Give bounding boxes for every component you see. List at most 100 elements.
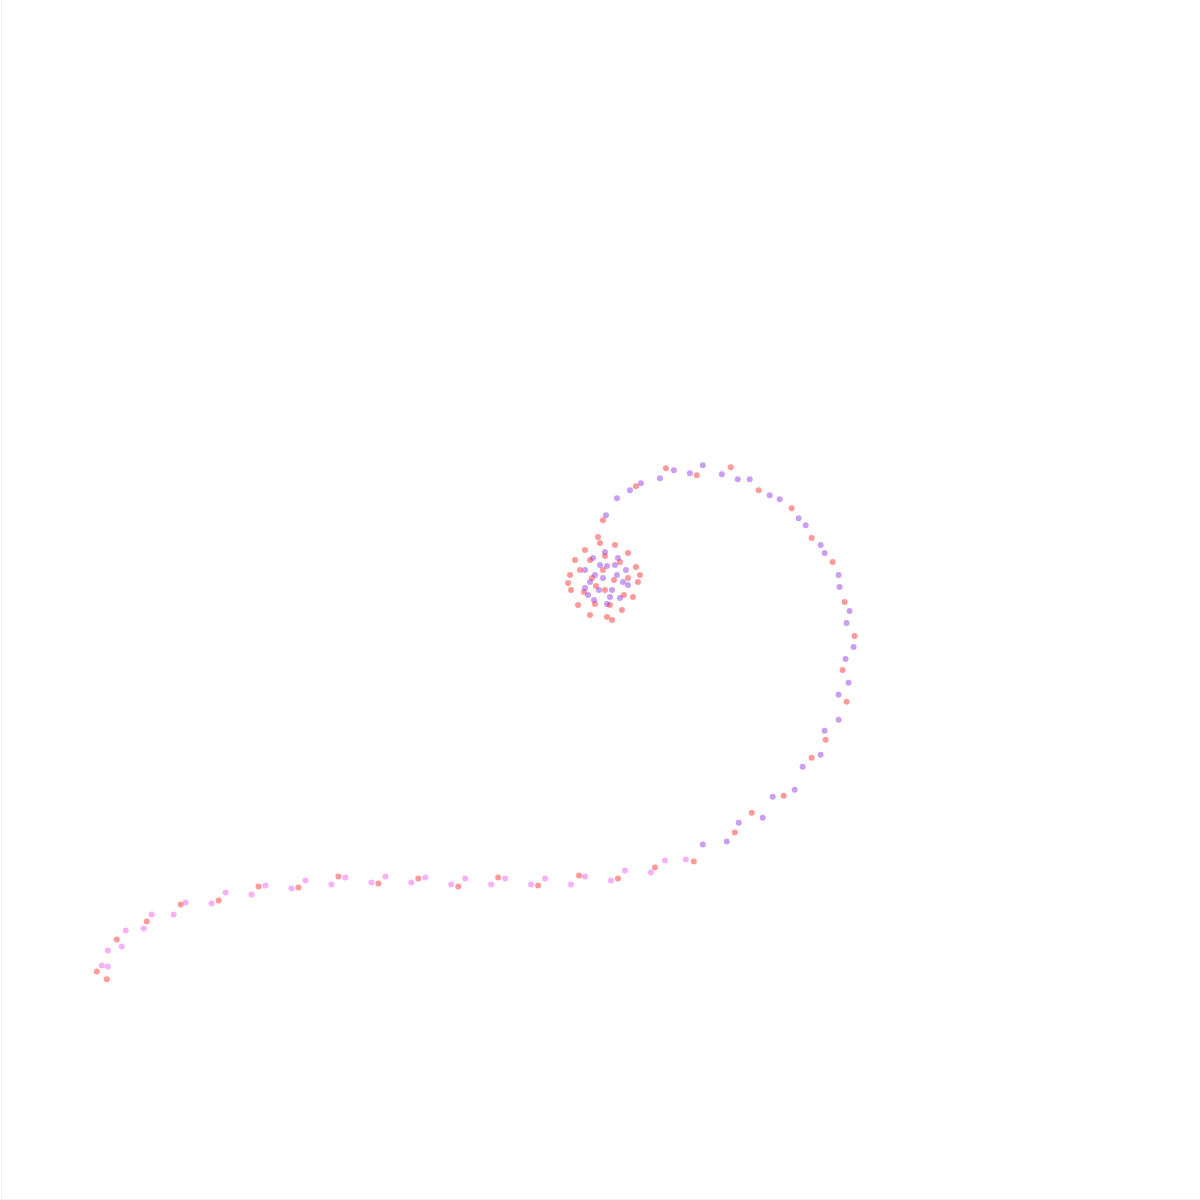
point (623, 567, 629, 573)
point (671, 467, 677, 473)
point (595, 534, 601, 540)
point (694, 472, 700, 478)
point (687, 470, 693, 476)
series (99, 857, 689, 970)
point (620, 579, 626, 585)
point (608, 878, 614, 884)
point (495, 875, 501, 881)
point (342, 875, 348, 881)
point (657, 475, 663, 481)
point (724, 839, 730, 845)
point (382, 874, 388, 880)
point (683, 857, 689, 863)
point (302, 878, 308, 884)
point (652, 865, 658, 871)
point (836, 717, 842, 723)
point (614, 572, 620, 578)
point (770, 794, 776, 800)
point (596, 587, 602, 593)
point (809, 755, 815, 761)
y-axis (0, 2, 2, 1200)
point (792, 787, 798, 793)
point (585, 592, 591, 598)
point (263, 883, 269, 889)
point (119, 943, 125, 949)
point (617, 595, 623, 601)
point (604, 614, 610, 620)
point (767, 492, 773, 498)
point (700, 462, 706, 468)
point (567, 572, 573, 578)
point (736, 820, 742, 826)
point (604, 563, 610, 569)
point (625, 550, 631, 556)
point (256, 884, 262, 890)
point (818, 542, 824, 548)
series (582, 462, 857, 847)
point (719, 471, 725, 477)
point (735, 476, 741, 482)
point (568, 587, 574, 593)
point (612, 562, 618, 568)
point (455, 884, 461, 890)
points (94, 462, 858, 982)
point (625, 575, 631, 581)
point (582, 567, 588, 573)
point (612, 542, 618, 548)
point (99, 962, 105, 968)
point (249, 892, 255, 898)
point (633, 483, 639, 489)
point (611, 577, 617, 583)
point (662, 858, 668, 864)
point (289, 886, 295, 892)
point (843, 656, 849, 662)
plot-area (0, 2, 1200, 1200)
point (335, 874, 341, 880)
point (728, 464, 734, 470)
point (488, 882, 494, 888)
point (609, 617, 615, 623)
point (114, 936, 120, 942)
point (415, 876, 421, 882)
point (777, 496, 783, 502)
point (568, 882, 574, 888)
point (602, 587, 608, 593)
point (691, 859, 697, 865)
point (796, 515, 802, 521)
point (575, 602, 581, 608)
point (635, 579, 641, 585)
point (216, 897, 222, 903)
point (582, 547, 588, 553)
point (822, 550, 828, 556)
point (223, 890, 229, 896)
point (105, 963, 111, 969)
point (528, 882, 534, 888)
point (840, 667, 846, 673)
point (171, 911, 177, 917)
point (648, 870, 654, 876)
point (747, 476, 753, 482)
point (630, 594, 636, 600)
point (830, 559, 836, 565)
point (462, 876, 468, 882)
point (844, 620, 850, 626)
point (846, 680, 852, 686)
point (781, 793, 787, 799)
point (104, 976, 110, 982)
point (633, 564, 639, 570)
point (592, 572, 598, 578)
point (625, 582, 631, 588)
point (587, 612, 593, 618)
point (844, 699, 850, 705)
point (94, 968, 100, 974)
point (803, 522, 809, 528)
point (852, 633, 858, 639)
series (94, 464, 858, 982)
point (638, 480, 644, 486)
point (448, 882, 454, 888)
point (609, 587, 615, 593)
point (582, 585, 588, 591)
point (822, 728, 828, 734)
point (809, 535, 815, 541)
point (700, 842, 706, 848)
